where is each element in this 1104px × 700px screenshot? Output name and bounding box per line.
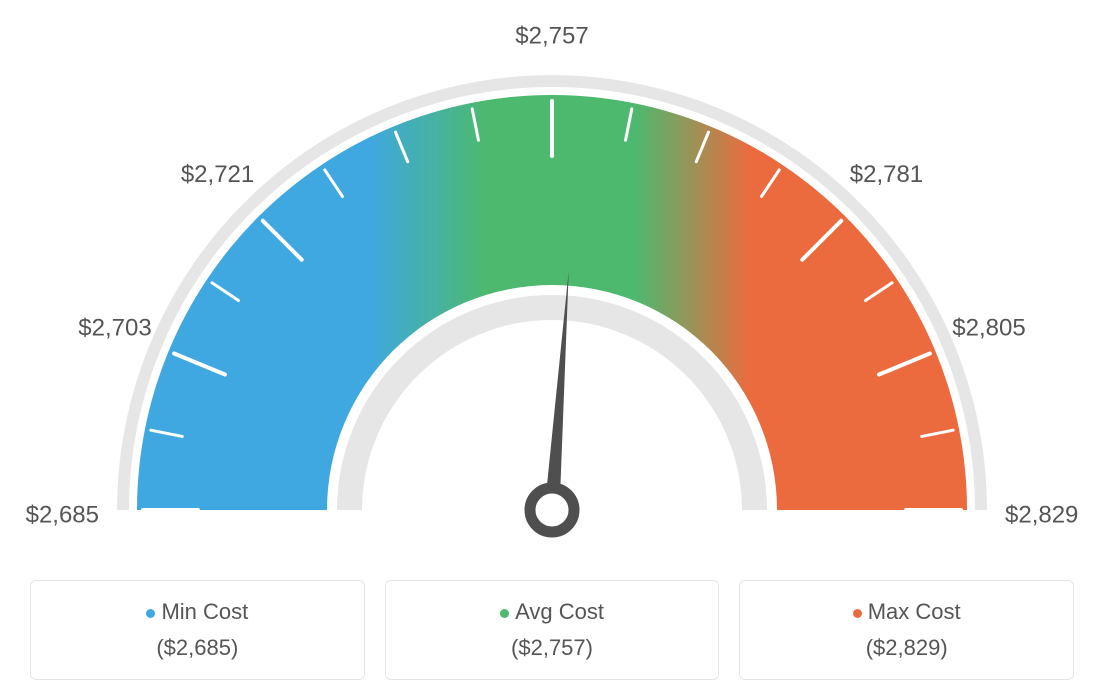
legend-value-min: ($2,685) [43, 635, 352, 661]
gauge-svg: $2,685 $2,703 $2,721 $2,757 $2,781 $2,805 $2,8… [22, 20, 1082, 550]
legend-card-avg: Avg Cost ($2,757) [385, 580, 720, 680]
dot-max [853, 609, 862, 618]
gauge-tick-label: $2,757 [515, 22, 588, 49]
gauge-tick-label: $2,829 [1005, 501, 1078, 528]
gauge-tick-label: $2,721 [181, 161, 254, 188]
legend-value-avg: ($2,757) [398, 635, 707, 661]
gauge-tick-label: $2,805 [952, 314, 1025, 341]
legend-row: Min Cost ($2,685) Avg Cost ($2,757) Max … [20, 580, 1084, 680]
gauge-needle-hub [530, 488, 574, 532]
dot-min [146, 609, 155, 618]
legend-label-avg: Avg Cost [515, 599, 604, 624]
gauge-tick-label: $2,703 [78, 314, 151, 341]
legend-card-max: Max Cost ($2,829) [739, 580, 1074, 680]
legend-title-avg: Avg Cost [398, 599, 707, 625]
gauge-tick-label: $2,781 [850, 161, 923, 188]
legend-value-max: ($2,829) [752, 635, 1061, 661]
legend-card-min: Min Cost ($2,685) [30, 580, 365, 680]
legend-label-max: Max Cost [868, 599, 961, 624]
gauge-svg-wrap: $2,685 $2,703 $2,721 $2,757 $2,781 $2,805 $2,8… [20, 20, 1084, 550]
dot-avg [500, 609, 509, 618]
legend-label-min: Min Cost [161, 599, 248, 624]
legend-title-min: Min Cost [43, 599, 352, 625]
cost-gauge-chart: $2,685 $2,703 $2,721 $2,757 $2,781 $2,805 $2,8… [20, 20, 1084, 680]
gauge-tick-label: $2,685 [26, 501, 99, 528]
legend-title-max: Max Cost [752, 599, 1061, 625]
